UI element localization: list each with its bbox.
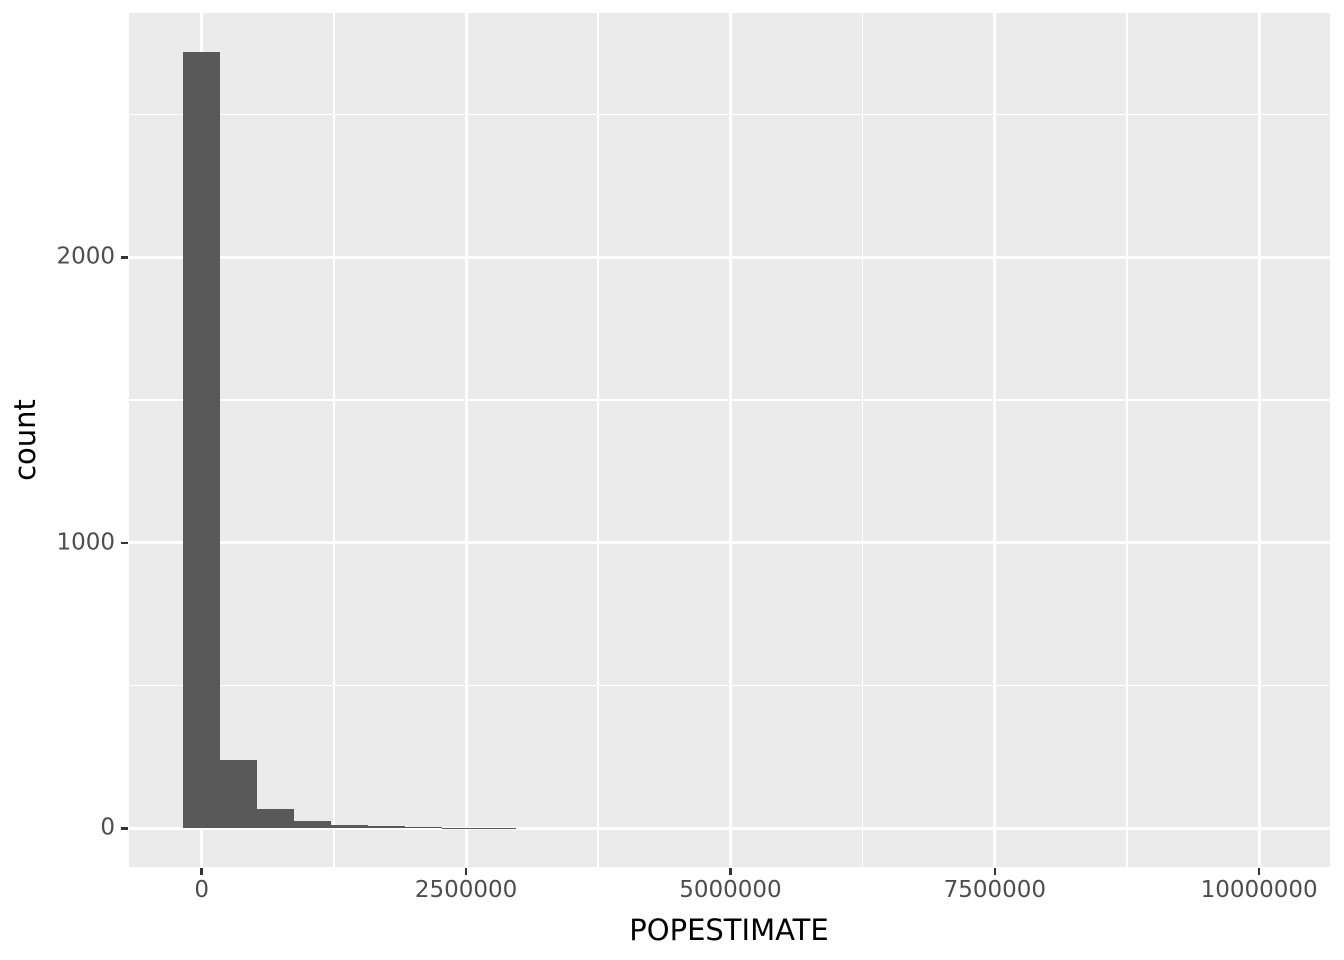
x-axis-tick <box>729 868 732 875</box>
y-axis-tick <box>121 827 128 830</box>
x-tick-label: 0 <box>194 877 210 903</box>
x-major-gridline <box>728 13 732 867</box>
x-axis-tick <box>464 868 468 875</box>
histogram-bar <box>220 759 258 829</box>
x-major-gridline <box>1257 13 1261 867</box>
histogram-bar <box>479 827 517 829</box>
x-axis-tick <box>1257 868 1261 875</box>
histogram-bar <box>183 51 221 829</box>
x-major-gridline <box>993 13 997 867</box>
y-tick-label: 1000 <box>56 529 115 556</box>
x-axis-title: POPESTIMATE <box>629 913 829 947</box>
histogram-bar <box>257 809 295 829</box>
histogram-bar <box>331 825 369 829</box>
x-minor-gridline <box>333 13 335 867</box>
y-tick-label: 2000 <box>56 243 115 270</box>
x-tick-label: 2500000 <box>414 877 518 903</box>
y-axis-title: count <box>8 399 42 481</box>
histogram-bar <box>294 821 332 829</box>
x-major-gridline <box>464 13 468 867</box>
y-axis-tick <box>121 256 128 259</box>
x-tick-label: 10000000 <box>1200 877 1318 903</box>
x-minor-gridline <box>1126 13 1128 867</box>
y-tick-label: 0 <box>100 814 115 841</box>
histogram-bar <box>405 827 443 829</box>
x-minor-gridline <box>597 13 599 867</box>
x-axis-tick <box>200 868 203 875</box>
plot-panel <box>129 13 1330 867</box>
x-tick-label: 7500000 <box>943 877 1046 903</box>
x-minor-gridline <box>861 13 864 867</box>
x-axis-tick <box>993 868 997 875</box>
x-tick-label: 5000000 <box>679 877 782 903</box>
y-axis-tick <box>121 541 128 545</box>
histogram-bar <box>442 827 480 829</box>
histogram-bar <box>368 826 406 829</box>
